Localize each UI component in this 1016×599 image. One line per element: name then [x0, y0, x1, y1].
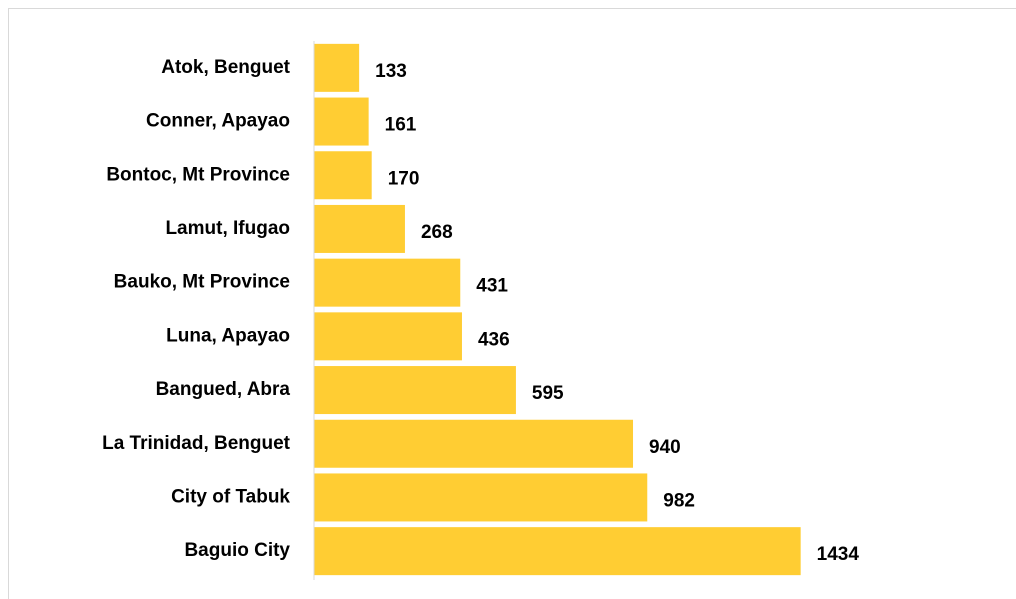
bar [314, 258, 461, 307]
data-label: 161 [385, 115, 417, 136]
bar [314, 204, 405, 253]
data-label: 436 [478, 329, 510, 350]
bar [314, 151, 372, 200]
data-label: 595 [532, 383, 564, 404]
y-tick-label: Baguio City [184, 540, 290, 561]
data-label: 982 [663, 490, 695, 511]
y-tick-label: City of Tabuk [171, 486, 290, 507]
y-tick-label: Conner, Apayao [146, 111, 290, 132]
bar [314, 419, 634, 468]
data-label: 431 [476, 276, 508, 297]
y-tick-label: Bauko, Mt Province [114, 272, 290, 293]
y-tick-label: La Trinidad, Benguet [102, 433, 291, 454]
bar [314, 97, 369, 146]
data-label: 940 [649, 437, 681, 458]
data-label: 170 [388, 168, 420, 189]
y-tick-label: Luna, Apayao [166, 325, 290, 346]
data-label: 133 [375, 61, 407, 82]
y-tick-label: Bangued, Abra [156, 379, 291, 400]
bar [314, 312, 462, 361]
data-label: 268 [421, 222, 453, 243]
y-tick-label: Atok, Benguet [161, 57, 290, 78]
y-tick-label: Bontoc, Mt Province [106, 164, 290, 185]
bar [314, 527, 801, 576]
data-label: 1434 [817, 544, 860, 565]
bar [314, 43, 360, 92]
bar [314, 473, 648, 522]
bar [314, 366, 516, 415]
chart-frame [8, 8, 1016, 599]
y-tick-label: Lamut, Ifugao [165, 218, 290, 239]
